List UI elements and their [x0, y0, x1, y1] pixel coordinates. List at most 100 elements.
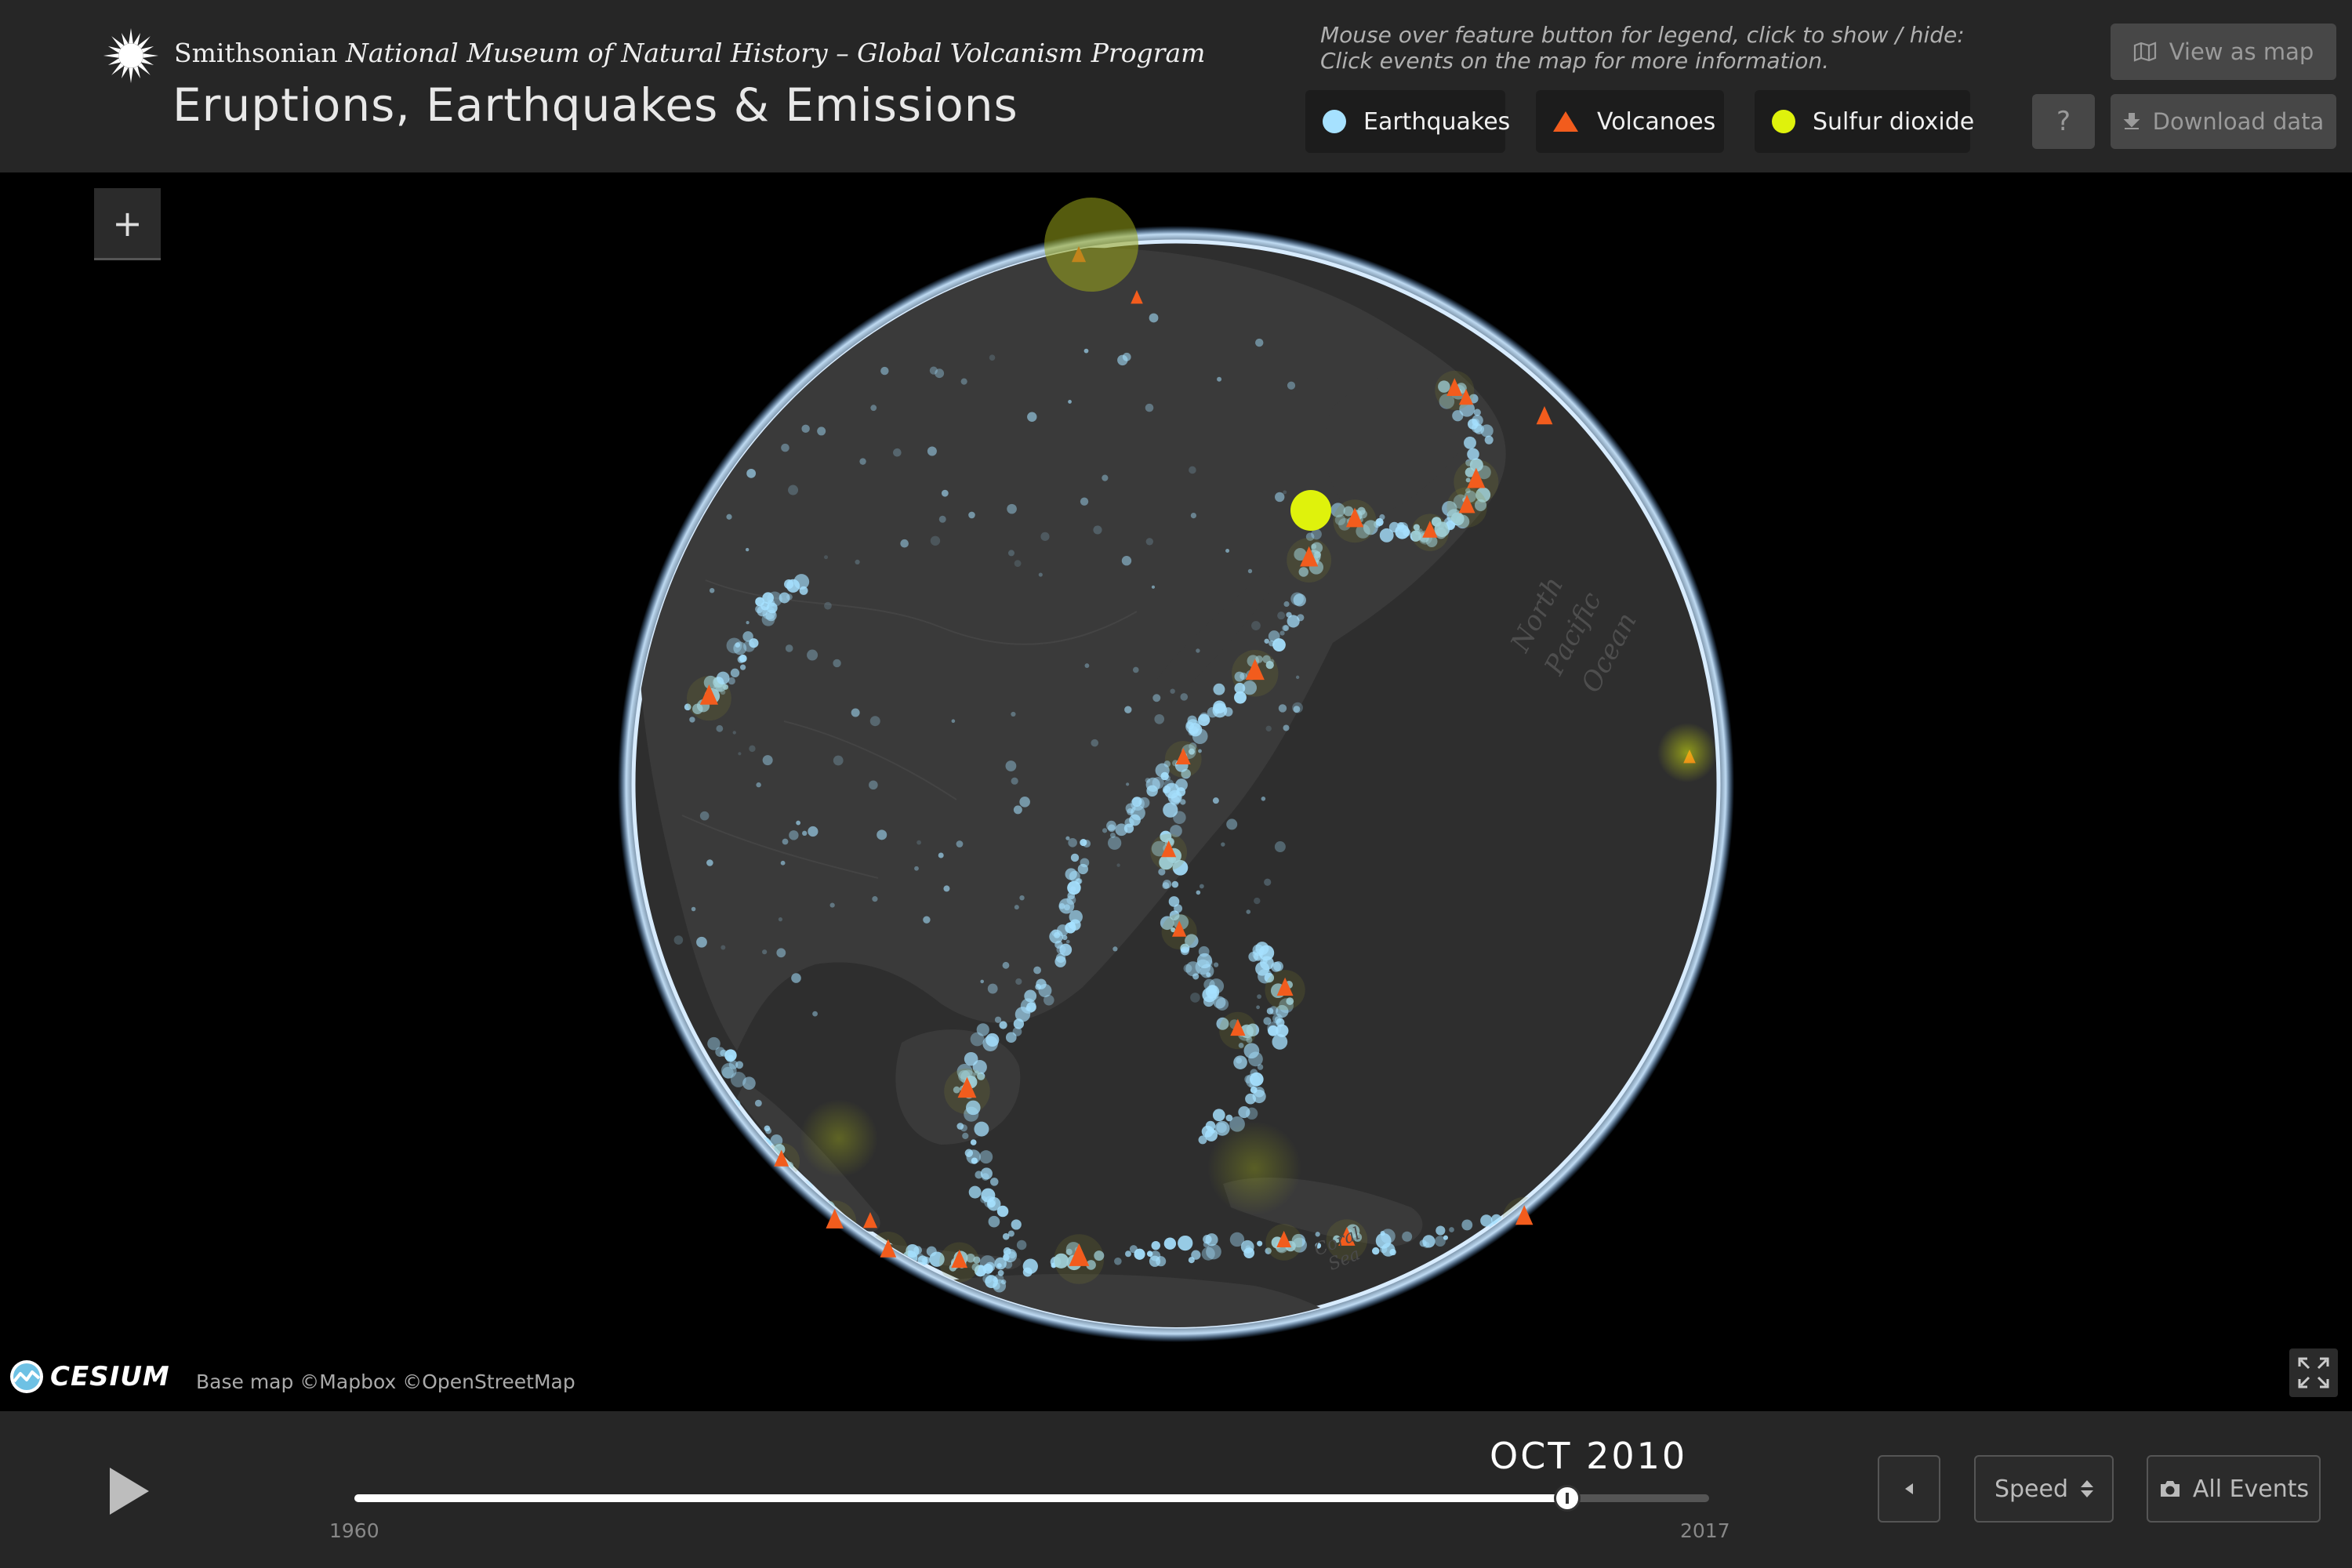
earthquake-marker[interactable]	[1251, 621, 1261, 630]
earthquake-marker[interactable]	[1465, 488, 1471, 494]
earthquake-marker[interactable]	[1124, 706, 1132, 713]
earthquake-marker[interactable]	[968, 1185, 982, 1199]
earthquake-marker[interactable]	[1276, 1024, 1289, 1037]
earthquake-marker[interactable]	[1114, 1257, 1122, 1265]
earthquake-marker[interactable]	[1261, 797, 1266, 801]
earthquake-marker[interactable]	[799, 586, 808, 595]
earthquake-marker[interactable]	[966, 1253, 975, 1263]
earthquake-marker[interactable]	[1469, 458, 1483, 472]
earthquake-marker[interactable]	[1198, 749, 1202, 753]
earthquake-marker[interactable]	[1062, 935, 1068, 941]
earthquake-marker[interactable]	[1086, 1260, 1096, 1270]
volcano-marker[interactable]	[1069, 1243, 1090, 1266]
earthquake-marker[interactable]	[1262, 655, 1271, 664]
earthquake-marker[interactable]	[1267, 1025, 1279, 1036]
earthquake-marker[interactable]	[1076, 878, 1083, 884]
earthquake-marker[interactable]	[706, 859, 713, 866]
earthquake-marker[interactable]	[1164, 775, 1171, 781]
earthquake-marker[interactable]	[709, 587, 715, 593]
earthquake-marker[interactable]	[1233, 1055, 1247, 1069]
earthquake-marker[interactable]	[720, 1062, 737, 1079]
earthquake-marker[interactable]	[935, 368, 945, 379]
earthquake-marker[interactable]	[730, 668, 740, 678]
earthquake-marker[interactable]	[742, 631, 753, 642]
earthquake-marker[interactable]	[1242, 681, 1258, 695]
earthquake-marker[interactable]	[1435, 1236, 1446, 1247]
earthquake-marker[interactable]	[956, 1063, 973, 1080]
earthquake-marker[interactable]	[923, 916, 931, 924]
earthquake-marker[interactable]	[1070, 853, 1080, 862]
earthquake-marker[interactable]	[829, 902, 835, 908]
earthquake-marker[interactable]	[877, 829, 887, 840]
earthquake-marker[interactable]	[1059, 943, 1073, 956]
earthquake-marker[interactable]	[1599, 1160, 1606, 1167]
earthquake-marker[interactable]	[997, 1269, 1004, 1276]
earthquake-marker[interactable]	[1056, 945, 1066, 955]
earthquake-marker[interactable]	[1363, 520, 1378, 535]
earthquake-marker[interactable]	[966, 1100, 981, 1116]
earthquake-marker[interactable]	[922, 1256, 931, 1265]
earthquake-marker[interactable]	[1535, 1209, 1546, 1221]
earthquake-marker[interactable]	[1274, 841, 1286, 853]
earthquake-marker[interactable]	[1213, 683, 1225, 695]
earthquake-marker[interactable]	[720, 1049, 728, 1057]
earthquake-marker[interactable]	[1201, 1125, 1214, 1138]
earthquake-marker[interactable]	[1003, 1248, 1018, 1263]
earthquake-marker[interactable]	[1188, 1257, 1195, 1264]
earthquake-marker[interactable]	[980, 1196, 988, 1203]
earthquake-marker[interactable]	[1067, 891, 1076, 900]
earthquake-marker[interactable]	[791, 973, 801, 983]
earthquake-marker[interactable]	[1065, 836, 1070, 840]
earthquake-marker[interactable]	[968, 511, 975, 519]
earthquake-marker[interactable]	[1338, 517, 1351, 531]
earthquake-marker[interactable]	[1243, 1247, 1255, 1259]
earthquake-marker[interactable]	[1077, 863, 1089, 875]
earthquake-marker[interactable]	[1287, 381, 1296, 390]
volcano-marker[interactable]	[699, 684, 718, 705]
earthquake-marker[interactable]	[1122, 352, 1131, 361]
earthquake-marker[interactable]	[728, 1054, 734, 1061]
earthquake-marker[interactable]	[859, 458, 866, 465]
earthquake-marker[interactable]	[1221, 842, 1225, 847]
earthquake-marker[interactable]	[1019, 895, 1025, 901]
earthquake-marker[interactable]	[1256, 1005, 1260, 1010]
volcano-marker[interactable]	[1338, 1227, 1356, 1246]
earthquake-marker[interactable]	[1163, 1237, 1177, 1250]
earthquake-marker[interactable]	[1258, 945, 1275, 961]
earthquake-marker[interactable]	[689, 717, 695, 723]
earthquake-marker[interactable]	[1178, 1235, 1193, 1251]
earthquake-marker[interactable]	[1226, 818, 1238, 830]
earthquake-marker[interactable]	[1559, 1188, 1568, 1196]
earthquake-marker[interactable]	[808, 826, 818, 837]
earthquake-marker[interactable]	[1467, 448, 1479, 461]
earthquake-marker[interactable]	[1005, 760, 1017, 771]
earthquake-marker[interactable]	[1129, 1245, 1138, 1254]
earthquake-marker[interactable]	[1116, 863, 1120, 867]
earthquake-marker[interactable]	[974, 1121, 989, 1137]
earthquake-marker[interactable]	[1206, 1243, 1221, 1260]
earthquake-marker[interactable]	[1455, 514, 1470, 529]
earthquake-marker[interactable]	[1200, 712, 1209, 722]
earthquake-marker[interactable]	[964, 1149, 974, 1157]
earthquake-marker[interactable]	[1403, 528, 1411, 537]
earthquake-marker[interactable]	[1292, 702, 1303, 713]
earthquake-marker[interactable]	[1431, 517, 1442, 527]
earthquake-marker[interactable]	[699, 811, 710, 821]
play-icon[interactable]	[110, 1468, 149, 1515]
earthquake-marker[interactable]	[1055, 953, 1066, 964]
earthquake-marker[interactable]	[872, 896, 878, 902]
earthquake-marker[interactable]	[1011, 777, 1018, 785]
earthquake-marker[interactable]	[1343, 506, 1354, 517]
earthquake-marker[interactable]	[716, 671, 730, 685]
earthquake-marker[interactable]	[1375, 517, 1384, 527]
earthquake-marker[interactable]	[1016, 1240, 1027, 1250]
earthquake-marker[interactable]	[779, 592, 790, 604]
volcano-marker[interactable]	[1467, 467, 1486, 488]
earthquake-marker[interactable]	[982, 1273, 993, 1284]
earthquake-marker[interactable]	[1152, 776, 1164, 789]
earthquake-marker[interactable]	[869, 716, 880, 727]
download-data-button[interactable]: Download data	[2111, 94, 2336, 149]
earthquake-marker[interactable]	[989, 354, 996, 361]
earthquake-marker[interactable]	[980, 1167, 993, 1180]
earthquake-marker[interactable]	[735, 1061, 744, 1069]
